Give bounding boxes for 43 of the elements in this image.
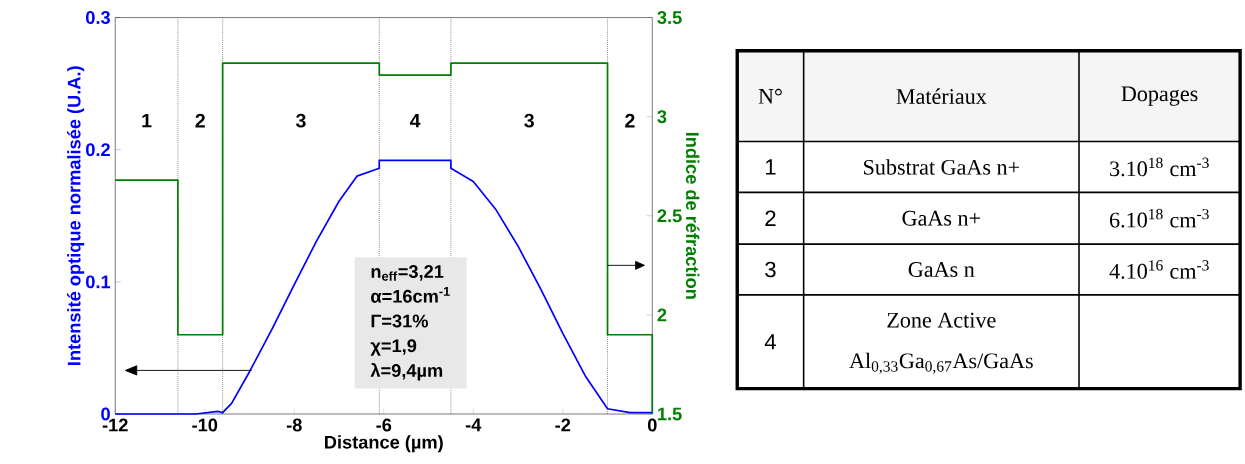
text: N° — [758, 88, 782, 104]
text: 2 — [765, 210, 776, 227]
text: 1 — [765, 159, 776, 175]
annotation: 2 — [195, 113, 205, 128]
annotation: 1 — [142, 114, 152, 128]
text: 3 — [765, 261, 776, 278]
annotation: λ=9,4µm — [370, 363, 443, 381]
x-tick-label: -4 — [465, 418, 482, 432]
annotation: 3 — [524, 113, 534, 128]
y2-tick-label: 2 — [657, 308, 667, 322]
text: 4.10$^{16}$ cm$^{-3}$ — [1109, 260, 1209, 279]
y2-axis-title: Indice de réfraction — [685, 133, 700, 299]
text: 3.10$^{18}$ cm$^{-3}$ — [1110, 157, 1209, 177]
text: Dopages — [1121, 86, 1198, 106]
text: Substrat GaAs n+ — [864, 159, 1019, 175]
y-axis-title: Intensité optique normalisée (U.A.) — [67, 66, 85, 366]
annotation: Γ=31% — [371, 314, 428, 328]
text: 4 — [764, 334, 776, 350]
annotation: χ=1,9 — [370, 339, 417, 356]
x-tick-label: -10 — [192, 418, 218, 432]
y2-tick-label: 2.5 — [657, 209, 682, 223]
x-tick-label: -2 — [555, 418, 571, 432]
text: Zone Active — [887, 312, 996, 328]
annotation: 4 — [409, 114, 421, 128]
x-axis-title: Distance (µm) — [325, 435, 443, 453]
y2-tick-label: 3 — [657, 110, 667, 124]
annotation: 3 — [295, 113, 306, 128]
x-tick-label: -6 — [376, 418, 392, 432]
y2-tick-label: 1.5 — [658, 407, 682, 421]
annotation: 2 — [625, 113, 635, 128]
y-tick-label: 0.1 — [86, 275, 111, 289]
y-tick-label: 0.3 — [86, 11, 110, 25]
x-tick-label: 0 — [647, 418, 657, 432]
annotation: α=16cm$^{-1}$ — [371, 287, 450, 303]
text: Matériaux — [896, 88, 987, 105]
annotation: n$_{eff}$=3,21 — [371, 265, 444, 281]
x-tick-label: -8 — [286, 418, 302, 432]
text: GaAs n+ — [902, 210, 980, 226]
y2-tick-label: 3.5 — [657, 11, 682, 25]
y-tick-label: 0.2 — [86, 143, 110, 157]
text: 6.10$^{18}$ cm$^{-3}$ — [1110, 208, 1209, 228]
text: Al$_{0,33}$Ga$_{0,67}$As/GaAs — [849, 352, 1033, 374]
text: GaAs n — [908, 262, 975, 278]
